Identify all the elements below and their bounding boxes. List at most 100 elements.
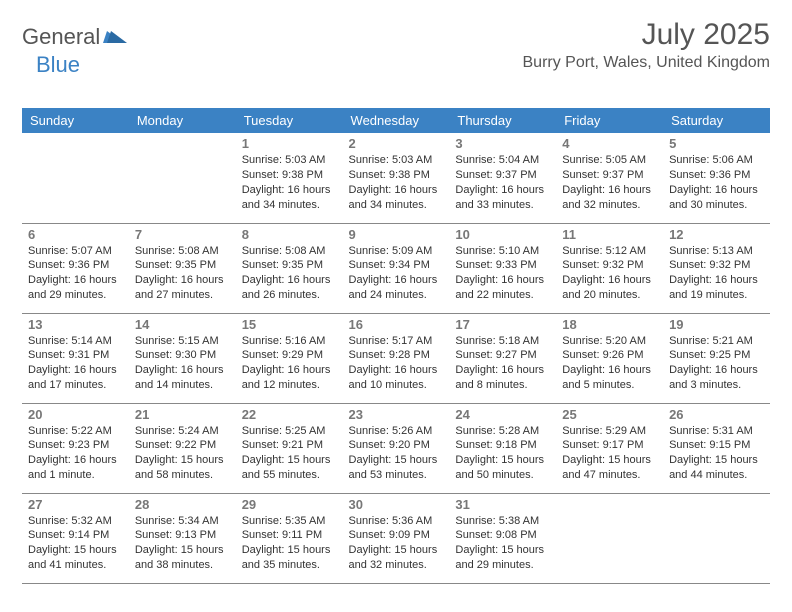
sunset-text: Sunset: 9:36 PM [28,258,123,273]
daylight-text: Daylight: 15 hours and 50 minutes. [455,453,550,483]
sunset-text: Sunset: 9:30 PM [135,348,230,363]
calendar-head: SundayMondayTuesdayWednesdayThursdayFrid… [22,108,770,133]
calendar-cell-empty [556,493,663,583]
daylight-text: Daylight: 15 hours and 47 minutes. [562,453,657,483]
daylight-text: Daylight: 16 hours and 17 minutes. [28,363,123,393]
day-number: 1 [242,136,337,151]
day-number: 2 [349,136,444,151]
calendar-cell: 29Sunrise: 5:35 AMSunset: 9:11 PMDayligh… [236,493,343,583]
sunrise-text: Sunrise: 5:24 AM [135,424,230,439]
day-number: 13 [28,317,123,332]
daylight-text: Daylight: 16 hours and 26 minutes. [242,273,337,303]
daylight-text: Daylight: 16 hours and 5 minutes. [562,363,657,393]
daylight-text: Daylight: 15 hours and 58 minutes. [135,453,230,483]
sunset-text: Sunset: 9:36 PM [669,168,764,183]
logo-text-blue: Blue [36,52,80,77]
calendar-cell: 10Sunrise: 5:10 AMSunset: 9:33 PMDayligh… [449,223,556,313]
sunrise-text: Sunrise: 5:13 AM [669,244,764,259]
sunset-text: Sunset: 9:26 PM [562,348,657,363]
title-block: July 2025 Burry Port, Wales, United King… [523,18,771,72]
sunrise-text: Sunrise: 5:36 AM [349,514,444,529]
calendar-cell-empty [663,493,770,583]
sunset-text: Sunset: 9:21 PM [242,438,337,453]
daylight-text: Daylight: 16 hours and 8 minutes. [455,363,550,393]
month-title: July 2025 [523,18,771,52]
day-number: 28 [135,497,230,512]
sunset-text: Sunset: 9:35 PM [135,258,230,273]
calendar-cell: 22Sunrise: 5:25 AMSunset: 9:21 PMDayligh… [236,403,343,493]
calendar-cell: 26Sunrise: 5:31 AMSunset: 9:15 PMDayligh… [663,403,770,493]
calendar-cell: 13Sunrise: 5:14 AMSunset: 9:31 PMDayligh… [22,313,129,403]
calendar-cell: 25Sunrise: 5:29 AMSunset: 9:17 PMDayligh… [556,403,663,493]
sunrise-text: Sunrise: 5:25 AM [242,424,337,439]
day-number: 11 [562,227,657,242]
day-header: Friday [556,108,663,133]
day-number: 22 [242,407,337,422]
calendar-cell: 5Sunrise: 5:06 AMSunset: 9:36 PMDaylight… [663,133,770,223]
daylight-text: Daylight: 16 hours and 20 minutes. [562,273,657,303]
sunrise-text: Sunrise: 5:17 AM [349,334,444,349]
calendar-row: 20Sunrise: 5:22 AMSunset: 9:23 PMDayligh… [22,403,770,493]
daylight-text: Daylight: 15 hours and 41 minutes. [28,543,123,573]
sunset-text: Sunset: 9:35 PM [242,258,337,273]
calendar-row: 6Sunrise: 5:07 AMSunset: 9:36 PMDaylight… [22,223,770,313]
sunrise-text: Sunrise: 5:03 AM [349,153,444,168]
calendar-cell: 7Sunrise: 5:08 AMSunset: 9:35 PMDaylight… [129,223,236,313]
daylight-text: Daylight: 16 hours and 3 minutes. [669,363,764,393]
daylight-text: Daylight: 16 hours and 34 minutes. [349,183,444,213]
sunset-text: Sunset: 9:34 PM [349,258,444,273]
location: Burry Port, Wales, United Kingdom [523,54,771,72]
daylight-text: Daylight: 15 hours and 29 minutes. [455,543,550,573]
day-number: 24 [455,407,550,422]
daylight-text: Daylight: 16 hours and 30 minutes. [669,183,764,213]
sunrise-text: Sunrise: 5:08 AM [242,244,337,259]
day-number: 9 [349,227,444,242]
day-number: 17 [455,317,550,332]
calendar-cell: 23Sunrise: 5:26 AMSunset: 9:20 PMDayligh… [343,403,450,493]
calendar-cell: 2Sunrise: 5:03 AMSunset: 9:38 PMDaylight… [343,133,450,223]
sunrise-text: Sunrise: 5:07 AM [28,244,123,259]
day-header: Thursday [449,108,556,133]
daylight-text: Daylight: 16 hours and 27 minutes. [135,273,230,303]
daylight-text: Daylight: 16 hours and 1 minute. [28,453,123,483]
sunset-text: Sunset: 9:11 PM [242,528,337,543]
daylight-text: Daylight: 15 hours and 35 minutes. [242,543,337,573]
day-number: 14 [135,317,230,332]
day-number: 30 [349,497,444,512]
sunset-text: Sunset: 9:23 PM [28,438,123,453]
sunrise-text: Sunrise: 5:16 AM [242,334,337,349]
day-header: Wednesday [343,108,450,133]
day-number: 15 [242,317,337,332]
day-number: 23 [349,407,444,422]
sunset-text: Sunset: 9:14 PM [28,528,123,543]
daylight-text: Daylight: 16 hours and 14 minutes. [135,363,230,393]
sunset-text: Sunset: 9:15 PM [669,438,764,453]
sunrise-text: Sunrise: 5:32 AM [28,514,123,529]
daylight-text: Daylight: 16 hours and 24 minutes. [349,273,444,303]
logo-text-general: General [22,24,100,50]
daylight-text: Daylight: 15 hours and 53 minutes. [349,453,444,483]
day-number: 4 [562,136,657,151]
sunrise-text: Sunrise: 5:10 AM [455,244,550,259]
sunset-text: Sunset: 9:31 PM [28,348,123,363]
sunrise-text: Sunrise: 5:29 AM [562,424,657,439]
daylight-text: Daylight: 16 hours and 22 minutes. [455,273,550,303]
sunset-text: Sunset: 9:25 PM [669,348,764,363]
calendar-cell: 21Sunrise: 5:24 AMSunset: 9:22 PMDayligh… [129,403,236,493]
day-number: 26 [669,407,764,422]
page: General July 2025 Burry Port, Wales, Uni… [0,0,792,602]
daylight-text: Daylight: 16 hours and 32 minutes. [562,183,657,213]
calendar-row: 1Sunrise: 5:03 AMSunset: 9:38 PMDaylight… [22,133,770,223]
calendar-row: 13Sunrise: 5:14 AMSunset: 9:31 PMDayligh… [22,313,770,403]
sunrise-text: Sunrise: 5:34 AM [135,514,230,529]
day-header: Sunday [22,108,129,133]
calendar-cell: 18Sunrise: 5:20 AMSunset: 9:26 PMDayligh… [556,313,663,403]
sunset-text: Sunset: 9:18 PM [455,438,550,453]
calendar-cell: 27Sunrise: 5:32 AMSunset: 9:14 PMDayligh… [22,493,129,583]
calendar-cell: 31Sunrise: 5:38 AMSunset: 9:08 PMDayligh… [449,493,556,583]
daylight-text: Daylight: 16 hours and 10 minutes. [349,363,444,393]
day-number: 31 [455,497,550,512]
calendar-cell: 17Sunrise: 5:18 AMSunset: 9:27 PMDayligh… [449,313,556,403]
sunrise-text: Sunrise: 5:15 AM [135,334,230,349]
header: General July 2025 Burry Port, Wales, Uni… [22,18,770,72]
